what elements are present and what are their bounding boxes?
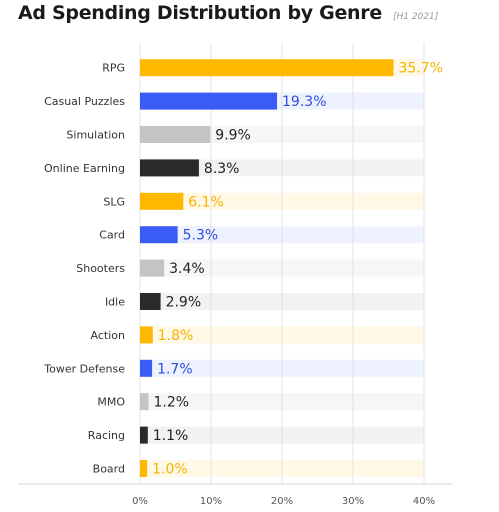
- category-label: Board: [93, 463, 125, 476]
- category-label: Shooters: [76, 262, 125, 275]
- bar: [140, 159, 199, 177]
- bar: [140, 192, 184, 210]
- bar: [140, 359, 153, 377]
- x-tick-label: 0%: [132, 496, 148, 507]
- x-tick-label: 30%: [342, 496, 364, 507]
- bar: [140, 293, 161, 310]
- value-label: 1.1%: [153, 428, 189, 444]
- category-labels: RPG Casual Puzzles Simulation Online Earnin…: [43, 62, 125, 476]
- value-label: 1.8%: [158, 328, 194, 344]
- value-label: 1.0%: [152, 462, 188, 478]
- value-label: 1.2%: [154, 395, 190, 411]
- category-label: Action: [91, 329, 125, 342]
- bar: [140, 460, 148, 477]
- bar: [140, 226, 178, 244]
- chart-subtitle: [H1 2021]: [393, 12, 439, 22]
- value-label: 9.9%: [215, 128, 251, 144]
- category-label: Idle: [105, 296, 125, 309]
- category-label: RPG: [102, 62, 125, 75]
- value-label: 3.4%: [169, 261, 205, 277]
- bar: [140, 59, 394, 77]
- bar: [140, 393, 149, 411]
- category-label: Online Earning: [44, 162, 125, 175]
- x-tick-label: 10%: [200, 496, 222, 507]
- value-label: 5.3%: [183, 228, 219, 244]
- category-label: Card: [99, 229, 125, 242]
- category-label: Racing: [88, 429, 125, 442]
- bar: [140, 426, 148, 444]
- x-tick-label: 40%: [413, 496, 435, 507]
- value-labels: 35.7% 19.3% 9.9% 8.3% 6.1% 5.3% 3.4% 2.9% 1.8% 1.…: [152, 61, 443, 478]
- value-label: 35.7%: [398, 61, 442, 77]
- category-label: Casual Puzzles: [44, 95, 125, 108]
- x-axis-ticks: 0% 10% 20% 30% 40%: [132, 496, 435, 507]
- chart-title: Ad Spending Distribution by Genre: [18, 2, 382, 24]
- bar: [140, 92, 278, 110]
- category-label: Tower Defense: [43, 362, 125, 375]
- value-label: 6.1%: [188, 194, 224, 210]
- bar: [140, 126, 211, 143]
- bar: [140, 259, 165, 277]
- value-label: 2.9%: [166, 295, 202, 311]
- category-label: Simulation: [66, 129, 125, 142]
- x-tick-label: 20%: [271, 496, 293, 507]
- category-label: SLG: [103, 195, 125, 208]
- value-label: 19.3%: [282, 94, 326, 110]
- value-label: 8.3%: [204, 161, 240, 177]
- category-label: MMO: [97, 396, 125, 409]
- chart-title-block: Ad Spending Distribution by Genre [H1 20…: [18, 2, 438, 24]
- bar: [140, 326, 153, 344]
- bars: [140, 59, 394, 477]
- value-label: 1.7%: [157, 361, 193, 377]
